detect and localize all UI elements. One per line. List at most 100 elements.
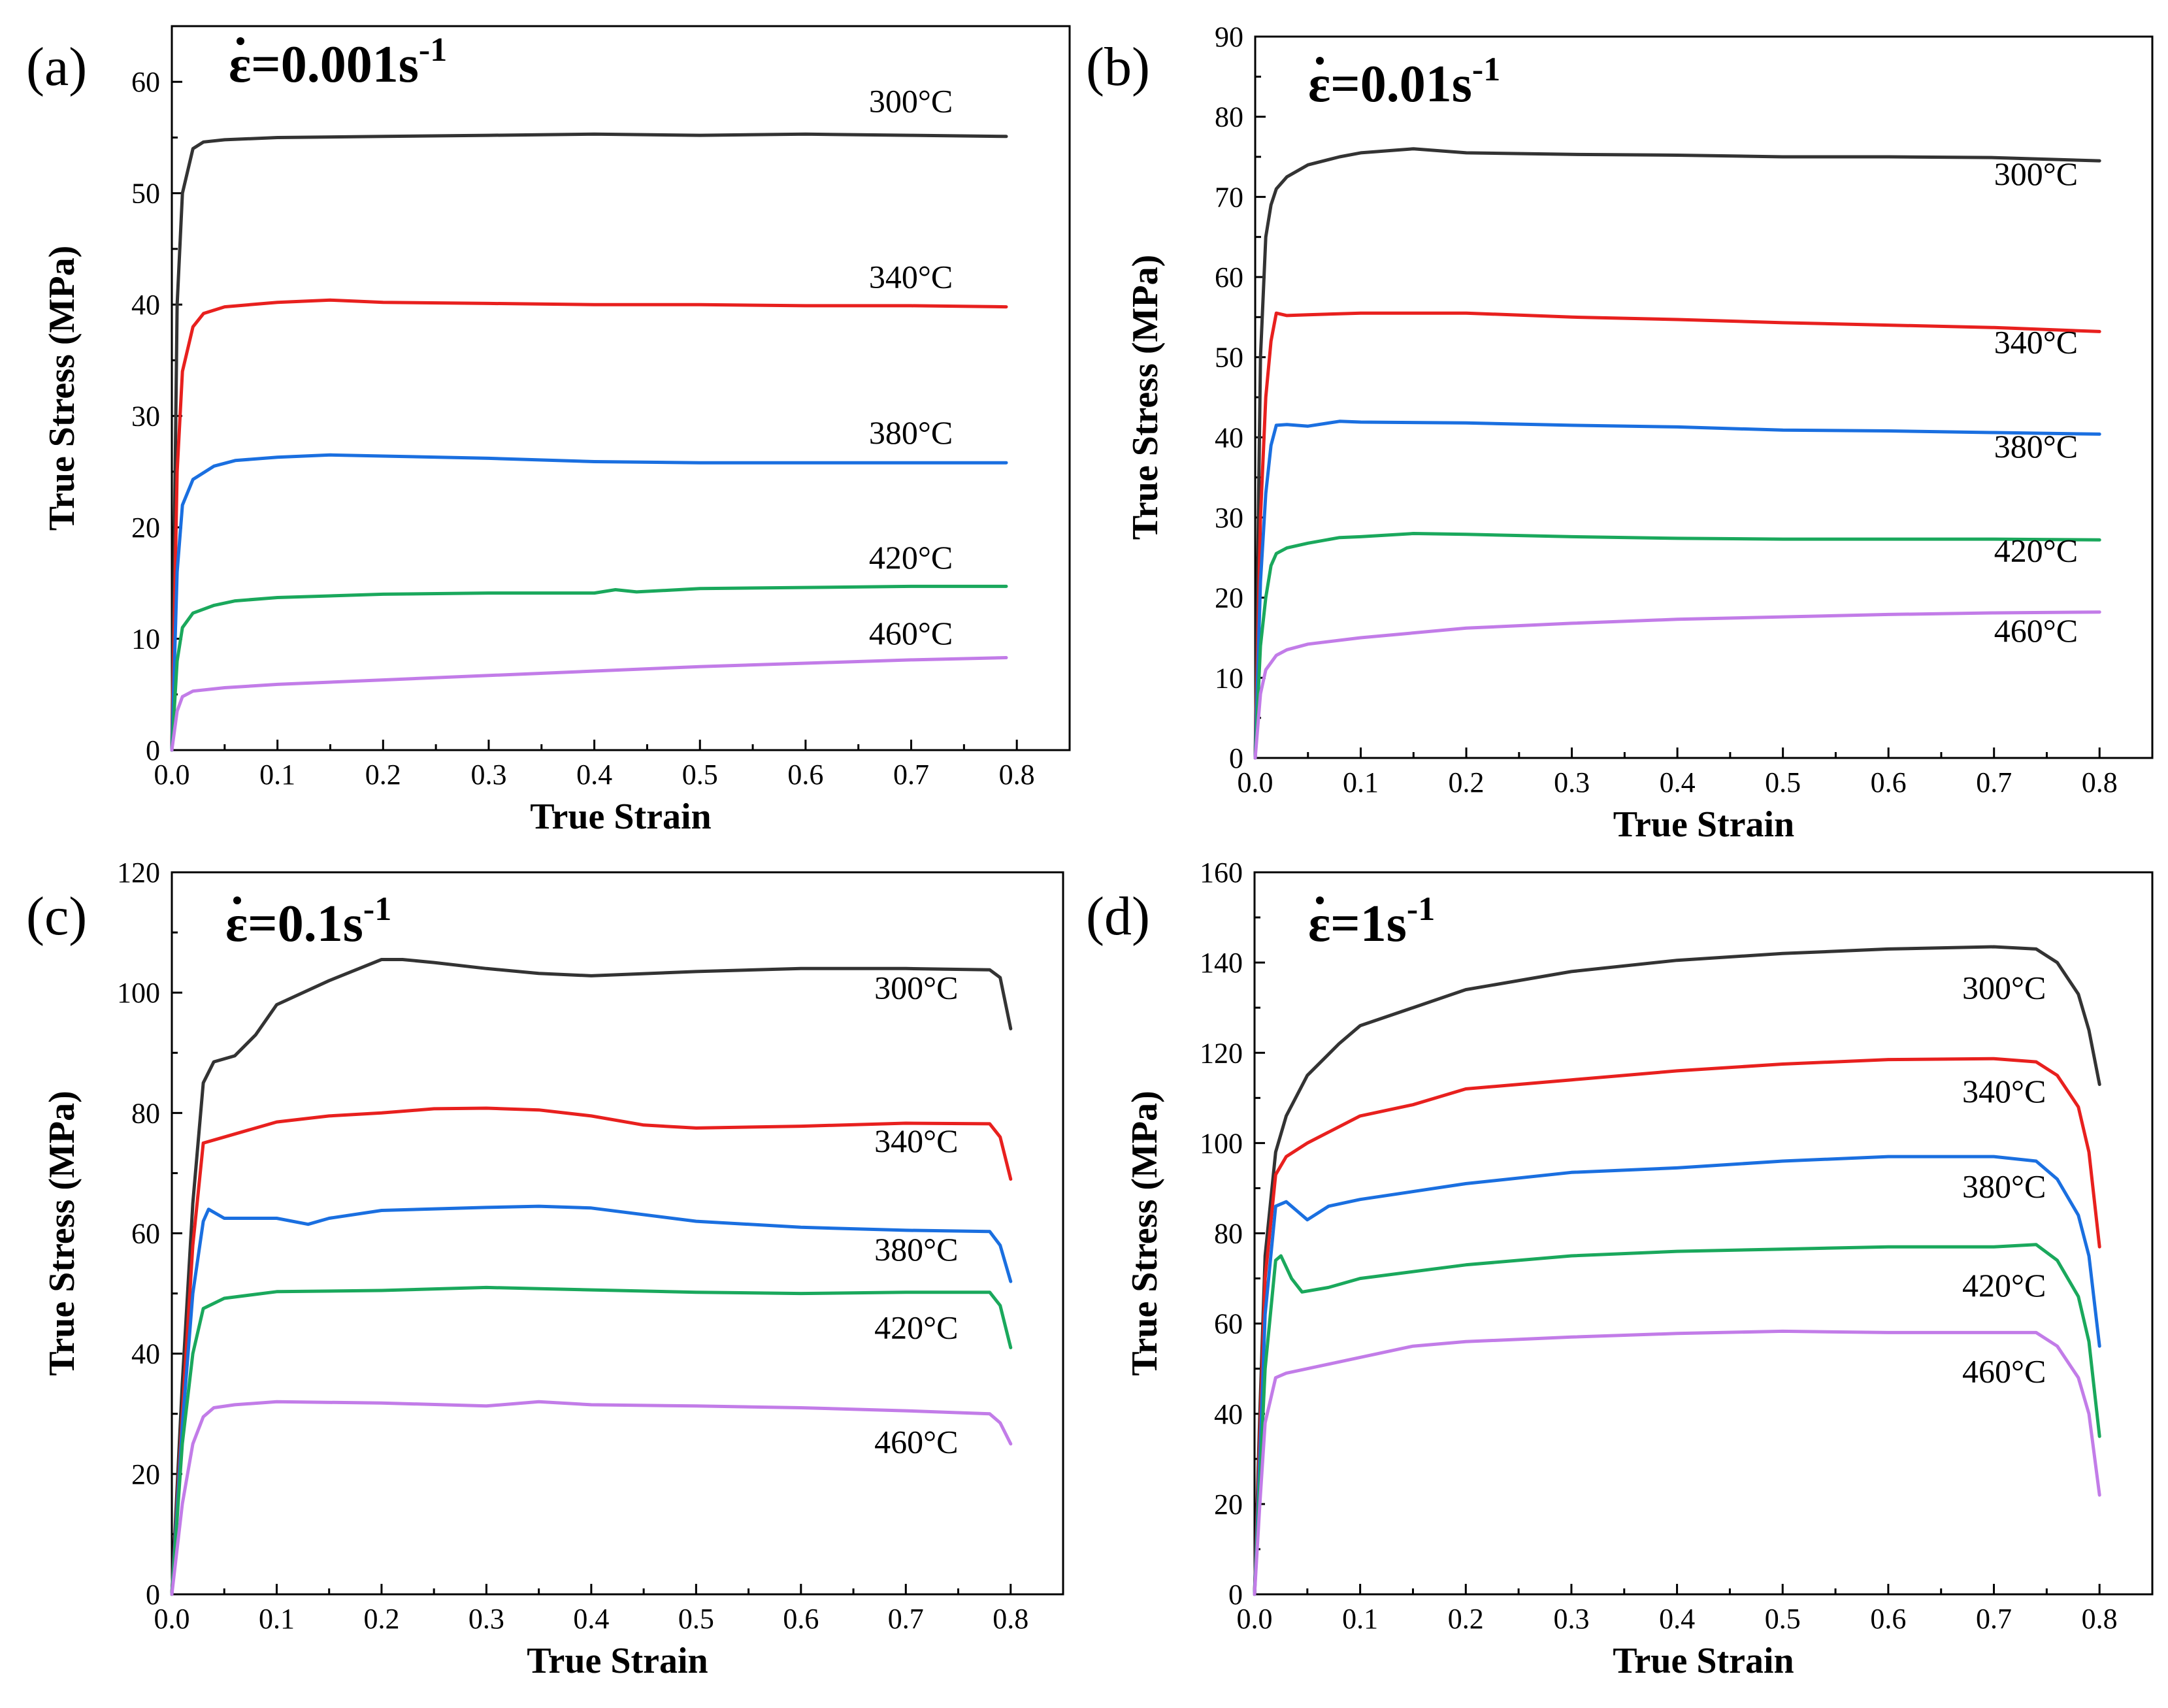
series-line-380 (170, 453, 1008, 752)
y-tick-label: 30 (1215, 502, 1243, 534)
strain-rate-exponent: -1 (1472, 51, 1500, 88)
y-tick-label: 0 (146, 1579, 160, 1611)
series-label-460: 460°C (1962, 1353, 2046, 1389)
y-tick-label: 120 (1200, 1037, 1243, 1069)
series-line-340 (1253, 1057, 2101, 1596)
x-tick-label: 0.8 (2082, 766, 2118, 798)
panel-d: 0.0 0.1 0.2 0.3 0.4 0.5 0.6 0.7 0.8 0 20 40 60 80 100 1… (1086, 857, 2154, 1681)
y-tick-label: 40 (131, 289, 160, 321)
x-tick-label: 0.6 (787, 759, 823, 791)
series-label-420: 420°C (1962, 1267, 2046, 1304)
x-tick-label: 0.8 (999, 759, 1035, 791)
y-axis-title: True Stress (MPa) (1125, 1091, 1165, 1376)
series-line-460 (170, 1400, 1013, 1596)
y-tick-label: 0 (1228, 1579, 1243, 1611)
y-tick-label: 20 (1214, 1488, 1243, 1520)
series-label-300: 300°C (874, 969, 958, 1006)
x-tick-label: 0.0 (1237, 1603, 1273, 1635)
series-line-420 (1253, 532, 2101, 760)
x-tick-label: 0.2 (1448, 1603, 1484, 1635)
series-line-420 (1253, 1243, 2101, 1596)
x-tick-label: 0.2 (365, 759, 401, 791)
panel-tag: (a) (26, 37, 87, 97)
y-tick-label: 90 (1215, 21, 1243, 53)
x-tick-label: 0.0 (154, 1603, 190, 1635)
y-axis-title: True Stress (MPa) (42, 246, 82, 531)
y-tick-label: 80 (1214, 1218, 1243, 1250)
x-tick-label: 0.6 (783, 1603, 819, 1635)
series-label-380: 380°C (869, 414, 953, 451)
x-tick-label: 0.3 (468, 1603, 504, 1635)
series-line-340 (170, 298, 1008, 752)
y-tick-label: 80 (131, 1097, 160, 1129)
series-label-300: 300°C (869, 82, 953, 119)
series-label-300: 300°C (1994, 156, 2078, 192)
x-tick-label: 0.5 (1765, 766, 1801, 798)
x-tick-label: 0.5 (682, 759, 718, 791)
series-label-380: 380°C (874, 1231, 958, 1268)
y-tick-label: 50 (1215, 342, 1243, 374)
panel-a: 0.0 0.1 0.2 0.3 0.4 0.5 0.6 0.7 0.8 0 10 20 30 40 50 60… (26, 25, 1071, 837)
x-tick-label: 0.7 (888, 1603, 924, 1635)
series-line-460 (170, 656, 1008, 752)
y-tick-label: 0 (146, 734, 160, 766)
strain-rate-base: ε=0.1s (225, 895, 363, 953)
y-tick-label: 60 (1215, 261, 1243, 293)
series-line-340 (170, 1106, 1013, 1596)
series-label-340: 340°C (1994, 324, 2078, 361)
series-label-460: 460°C (874, 1424, 958, 1460)
y-tick-label: 40 (1214, 1398, 1243, 1430)
y-tick-label: 120 (117, 857, 160, 889)
panel-tag: (c) (26, 886, 87, 947)
series-label-420: 420°C (1994, 532, 2078, 568)
strain-rate-base: ε=0.001s (229, 36, 419, 93)
series-label-420: 420°C (874, 1309, 958, 1346)
strain-rate-exponent: -1 (1407, 891, 1435, 928)
y-tick-label: 60 (131, 66, 160, 98)
x-tick-label: 0.5 (678, 1603, 714, 1635)
y-tick-label: 100 (117, 977, 160, 1009)
panel-tag: (b) (1086, 37, 1150, 97)
series-line-460 (1253, 1329, 2101, 1596)
y-tick-label: 10 (1215, 662, 1243, 694)
rate-dot-mark (1316, 896, 1324, 904)
strain-rate-exponent: -1 (363, 891, 391, 928)
x-tick-label: 0.8 (2082, 1603, 2118, 1635)
x-tick-label: 0.1 (259, 1603, 295, 1635)
x-tick-label: 0.5 (1765, 1603, 1801, 1635)
series-label-460: 460°C (869, 615, 953, 651)
series-label-340: 340°C (874, 1123, 958, 1159)
x-tick-label: 0.8 (993, 1603, 1028, 1635)
plot-frame (1254, 35, 2154, 759)
y-tick-label: 140 (1200, 947, 1243, 979)
series-line-420 (170, 584, 1008, 752)
y-tick-label: 20 (131, 1458, 160, 1490)
x-tick-label: 0.7 (893, 759, 929, 791)
y-axis-title: True Stress (MPa) (42, 1091, 82, 1376)
x-tick-label: 0.1 (259, 759, 295, 791)
y-tick-label: 30 (131, 401, 160, 433)
x-tick-label: 0.0 (1238, 766, 1273, 798)
x-tick-label: 0.4 (1660, 766, 1696, 798)
strain-rate-label: ε=0.001s-1 (229, 31, 447, 93)
y-tick-label: 80 (1215, 101, 1243, 133)
y-tick-label: 10 (131, 623, 160, 655)
x-axis-title: True Strain (1613, 804, 1794, 845)
series-label-420: 420°C (869, 539, 953, 576)
strain-rate-label: ε=0.01s-1 (1308, 51, 1500, 113)
rate-dot-mark (1316, 57, 1324, 65)
x-axis-title: True Strain (530, 797, 711, 837)
y-tick-label: 0 (1229, 742, 1243, 774)
x-tick-label: 0.1 (1343, 766, 1379, 798)
series-line-460 (1253, 610, 2101, 760)
y-tick-label: 60 (131, 1218, 160, 1250)
x-tick-label: 0.2 (1449, 766, 1485, 798)
series-line-300 (1253, 945, 2101, 1596)
y-tick-label: 40 (131, 1338, 160, 1370)
series-line-340 (1253, 311, 2101, 760)
x-axis-title: True Strain (527, 1641, 708, 1681)
y-tick-label: 100 (1200, 1127, 1243, 1159)
x-tick-label: 0.7 (1976, 1603, 2012, 1635)
plot-frame (171, 25, 1071, 751)
